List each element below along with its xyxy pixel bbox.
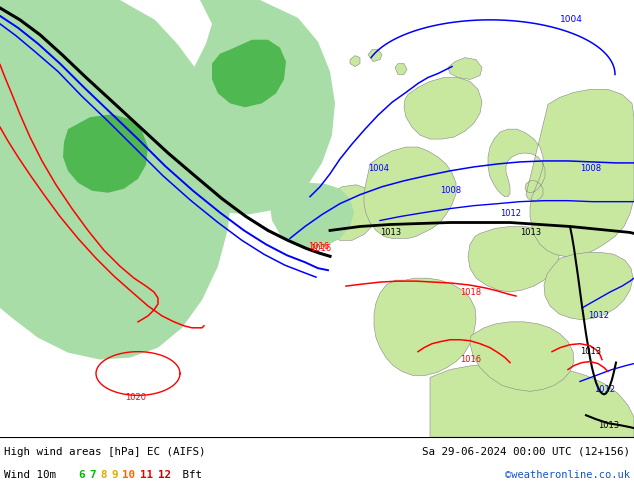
Text: 1016: 1016 [460,355,481,364]
Polygon shape [395,64,407,74]
Polygon shape [175,0,335,215]
Text: 1013: 1013 [598,420,619,430]
Text: 1012: 1012 [588,311,609,320]
Text: 1016: 1016 [308,242,329,251]
Text: 1012: 1012 [500,209,521,218]
Polygon shape [470,322,574,392]
Polygon shape [448,58,482,79]
Text: 1004: 1004 [560,15,583,24]
Text: High wind areas [hPa] EC (AIFS): High wind areas [hPa] EC (AIFS) [4,446,205,457]
Text: ©weatheronline.co.uk: ©weatheronline.co.uk [505,470,630,481]
Text: Bft: Bft [176,470,202,481]
Text: 7: 7 [89,470,96,481]
Polygon shape [0,0,232,360]
Text: 12: 12 [158,470,171,481]
Polygon shape [544,252,633,320]
Text: 1008: 1008 [580,164,601,173]
Text: 10: 10 [122,470,135,481]
Polygon shape [270,183,354,248]
Polygon shape [374,278,476,375]
Text: Sa 29-06-2024 00:00 UTC (12+156): Sa 29-06-2024 00:00 UTC (12+156) [422,446,630,457]
Text: 1016: 1016 [310,244,331,253]
Text: 1013: 1013 [380,228,401,237]
Text: 1013: 1013 [520,228,541,237]
Text: 8: 8 [100,470,107,481]
Polygon shape [404,77,482,139]
Polygon shape [364,147,456,239]
Text: 1004: 1004 [368,164,389,173]
Polygon shape [350,56,360,67]
Text: 6: 6 [78,470,84,481]
Text: 1013: 1013 [580,347,601,356]
Text: Wind 10m: Wind 10m [4,470,56,481]
Polygon shape [212,40,286,107]
Text: 1012: 1012 [594,385,615,394]
Polygon shape [468,226,560,292]
Polygon shape [320,185,378,241]
Polygon shape [63,114,148,193]
Text: 1008: 1008 [440,186,461,195]
Text: 9: 9 [111,470,117,481]
Polygon shape [488,89,634,256]
Text: 1018: 1018 [460,288,481,296]
Text: 1020: 1020 [125,393,146,402]
Text: 11: 11 [140,470,153,481]
Polygon shape [430,364,634,437]
Polygon shape [368,49,382,62]
